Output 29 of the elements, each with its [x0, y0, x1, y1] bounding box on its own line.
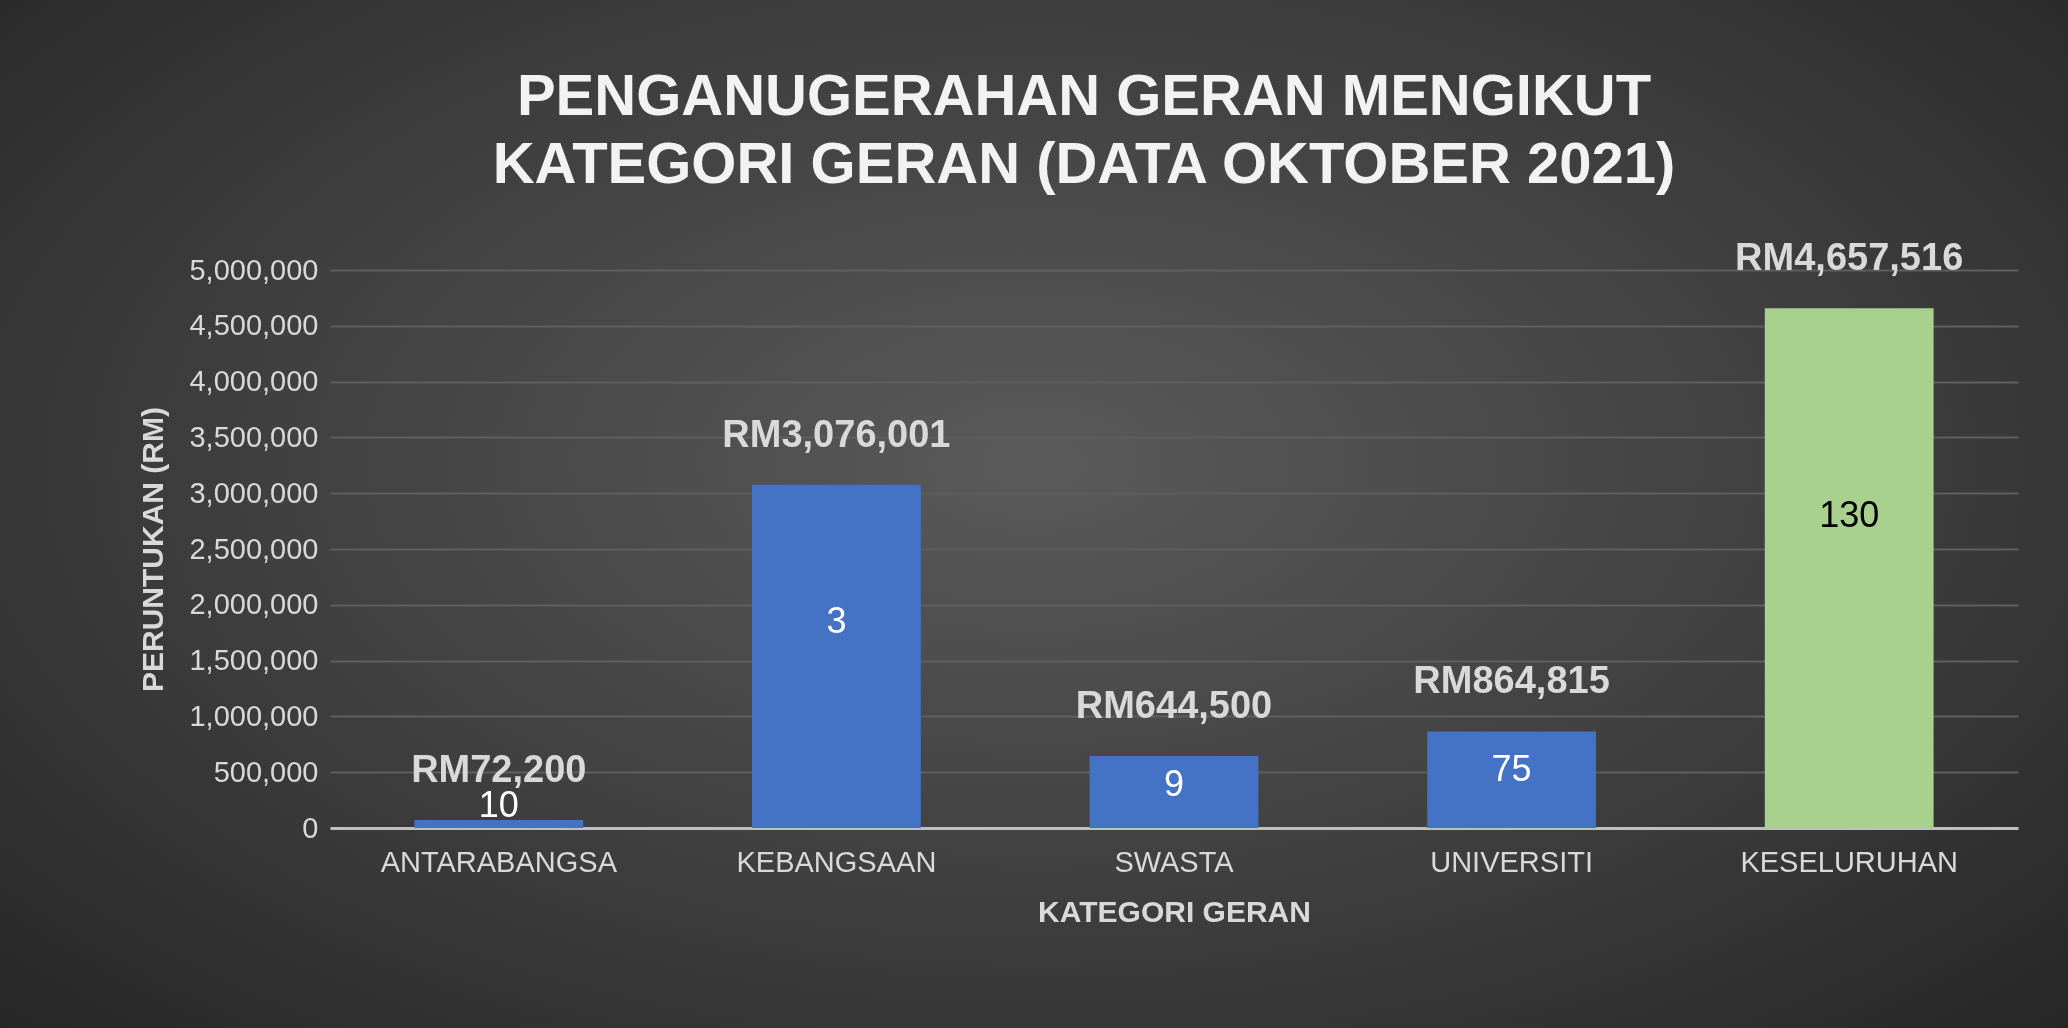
data-label: RM72,200: [411, 747, 587, 790]
text: PENGANUGERAHAN GERAN MENGIKUT: [516, 62, 1652, 128]
y-tick-label: 2,000,000: [189, 588, 319, 621]
data-label: RM864,815: [1413, 659, 1610, 702]
annotation: 75: [1491, 748, 1532, 790]
x-tick-label: KESELURUHAN: [1740, 845, 1958, 878]
annotation: 130: [1819, 494, 1880, 536]
annotation: 9: [1163, 762, 1185, 804]
x-axis-title: KATEGORI GERAN: [1038, 894, 1311, 928]
y-tick-label: 0: [302, 811, 319, 844]
x-tick-label: KEBANGSAAN: [736, 845, 937, 878]
x-tick-label: ANTARABANGSA: [380, 845, 618, 878]
text: KATEGORI GERAN (DATA OKTOBER 2021): [492, 130, 1676, 196]
y-axis-title: PERUNTUKAN (RM): [136, 407, 170, 692]
y-tick-label: 5,000,000: [189, 253, 319, 286]
y-tick-label: 4,500,000: [189, 309, 319, 342]
x-tick-label: SWASTA: [1114, 845, 1235, 878]
y-tick-label: 3,000,000: [189, 476, 319, 509]
data-label: RM3,076,001: [722, 412, 951, 455]
data-label: RM4,657,516: [1735, 236, 1964, 279]
annotation: 3: [826, 600, 847, 642]
data-label: RM644,500: [1075, 684, 1273, 727]
x-tick-label: UNIVERSITI: [1430, 845, 1593, 878]
y-tick-label: 2,500,000: [189, 532, 319, 565]
y-tick-label: 4,000,000: [189, 365, 319, 398]
y-tick-label: 3,500,000: [189, 420, 319, 453]
y-tick-label: 1,500,000: [189, 644, 319, 677]
y-tick-label: 1,000,000: [189, 699, 319, 732]
y-tick-label: 500,000: [213, 755, 319, 788]
